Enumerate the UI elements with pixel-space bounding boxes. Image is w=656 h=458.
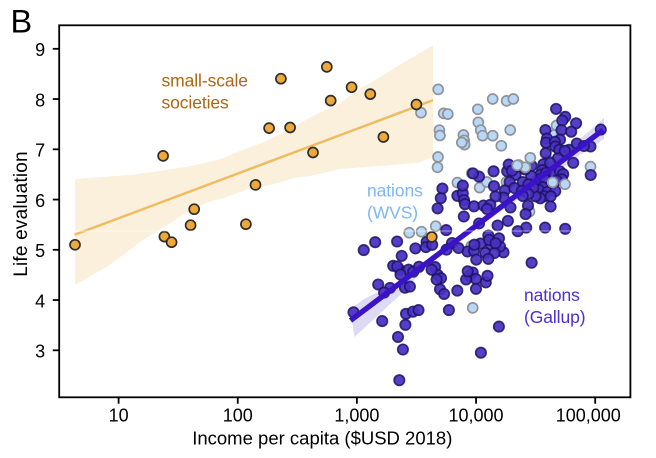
svg-text:100: 100 bbox=[223, 405, 253, 425]
svg-text:3: 3 bbox=[35, 342, 45, 362]
svg-text:Life evaluation: Life evaluation bbox=[11, 151, 32, 277]
svg-text:(WVS): (WVS) bbox=[367, 203, 418, 223]
svg-text:(Gallup): (Gallup) bbox=[524, 307, 585, 327]
svg-text:5: 5 bbox=[35, 241, 45, 261]
svg-text:10,000: 10,000 bbox=[449, 405, 504, 425]
svg-text:10: 10 bbox=[109, 405, 129, 425]
svg-text:nations: nations bbox=[367, 181, 423, 201]
svg-text:7: 7 bbox=[35, 141, 45, 161]
svg-text:8: 8 bbox=[35, 90, 45, 110]
svg-text:nations: nations bbox=[524, 285, 580, 305]
svg-text:100,000: 100,000 bbox=[556, 405, 621, 425]
svg-text:6: 6 bbox=[35, 191, 45, 211]
svg-text:B: B bbox=[11, 4, 33, 40]
svg-text:4: 4 bbox=[35, 291, 45, 311]
svg-text:9: 9 bbox=[35, 40, 45, 60]
svg-text:societies: societies bbox=[162, 93, 230, 113]
svg-text:Income per capita ($USD 2018): Income per capita ($USD 2018) bbox=[192, 428, 452, 449]
svg-text:small-scale: small-scale bbox=[162, 71, 248, 91]
svg-text:1,000: 1,000 bbox=[334, 405, 379, 425]
